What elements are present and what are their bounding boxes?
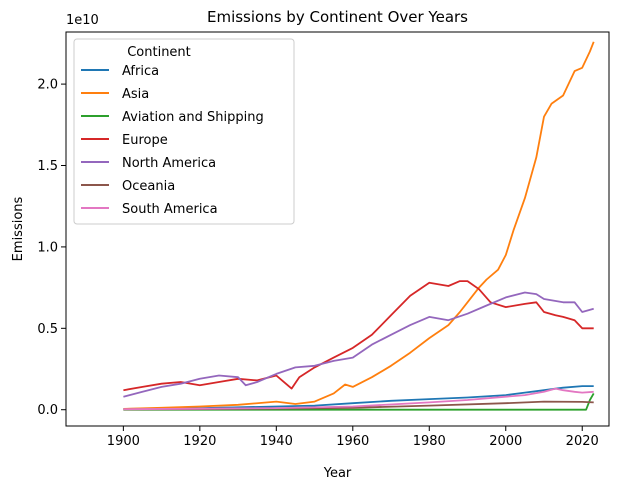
- x-axis-title: Year: [323, 466, 352, 481]
- y-axis-title: Emissions: [11, 196, 26, 261]
- x-tick-label: 1900: [107, 434, 140, 449]
- series-line-1: [123, 41, 595, 410]
- chart-title: Emissions by Continent Over Years: [207, 8, 468, 26]
- legend-label: Europe: [122, 133, 168, 148]
- y-axis-multiplier: 1e10: [66, 13, 99, 28]
- legend-title: Continent: [127, 45, 191, 60]
- y-tick-label: 2.0: [37, 78, 58, 93]
- x-tick-label: 2000: [489, 434, 522, 449]
- legend-label: Asia: [122, 87, 149, 102]
- plot-frame: [65, 31, 610, 427]
- series-line-3: [123, 280, 594, 392]
- legend: Continent Africa Asia Aviation and Shippin…: [73, 38, 295, 225]
- legend-box: [73, 38, 295, 225]
- legend-label: North America: [122, 156, 216, 171]
- legend-label: Africa: [122, 64, 159, 79]
- legend-label: South America: [122, 202, 218, 217]
- series-line-4: [123, 291, 594, 398]
- plot-lines: [123, 41, 595, 411]
- series-line-6: [123, 387, 594, 411]
- legend-items: Africa Asia Aviation and Shipping Europe Nor…: [81, 64, 264, 217]
- legend-label: Oceania: [122, 179, 175, 194]
- x-tick-label: 1980: [413, 434, 446, 449]
- y-tick-label: 1.0: [37, 240, 58, 255]
- x-axis: 1900 1920 1940 1960 1980 2000 2020: [107, 426, 599, 449]
- y-tick-label: 1.5: [37, 159, 58, 174]
- series-line-0: [123, 385, 594, 410]
- x-tick-label: 1960: [336, 434, 369, 449]
- x-tick-label: 2020: [566, 434, 599, 449]
- series-line-2: [123, 392, 595, 411]
- y-tick-label: 0.0: [37, 403, 58, 418]
- x-tick-label: 1920: [183, 434, 216, 449]
- x-tick-label: 1940: [260, 434, 293, 449]
- y-tick-label: 0.5: [37, 322, 58, 337]
- legend-label: Aviation and Shipping: [122, 110, 264, 125]
- y-axis: 0.0 0.5 1.0 1.5 2.0: [37, 78, 66, 418]
